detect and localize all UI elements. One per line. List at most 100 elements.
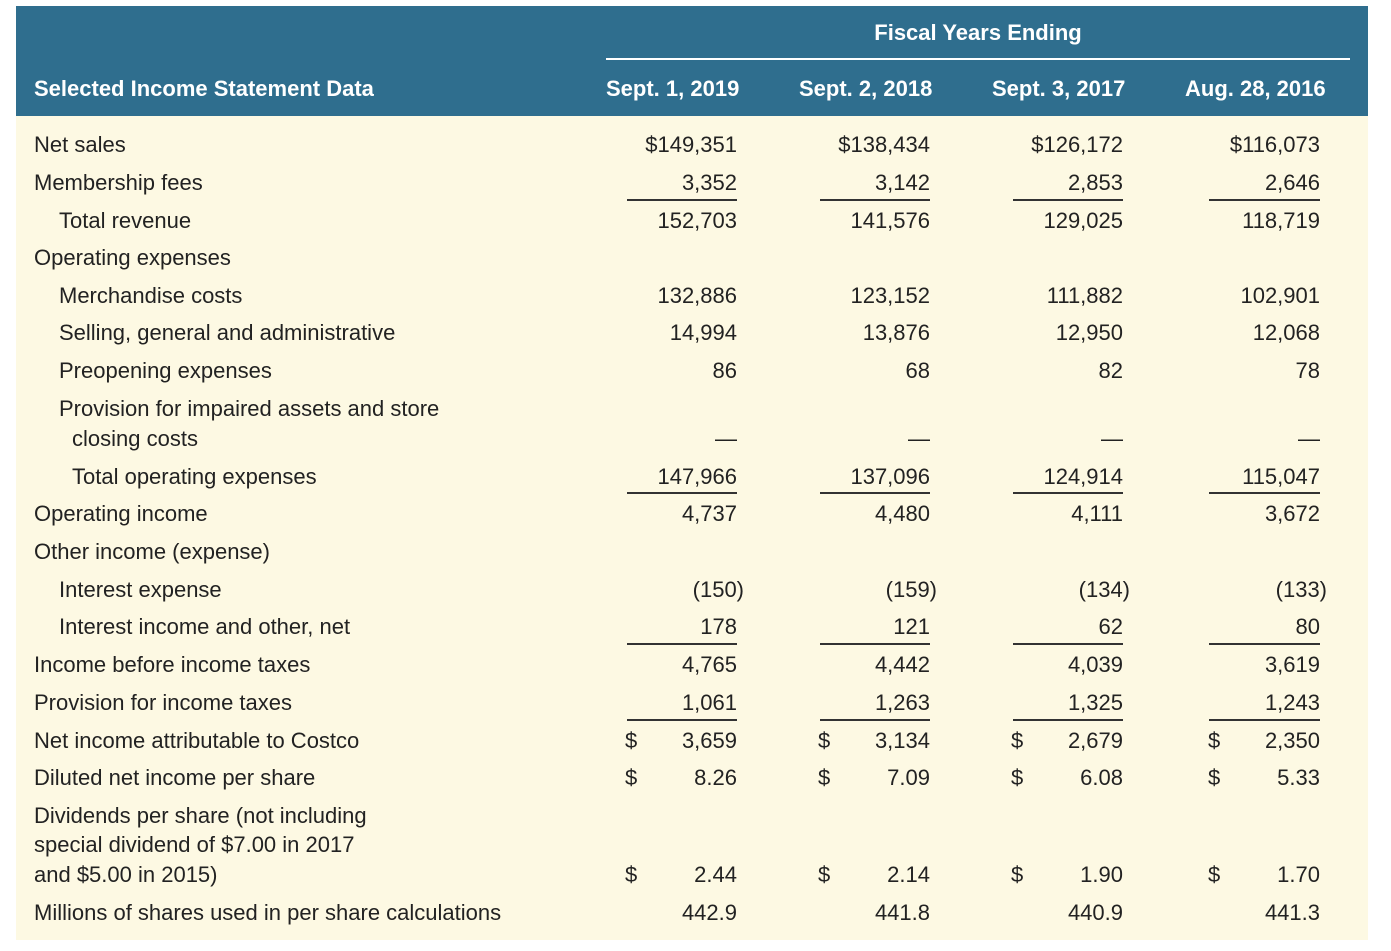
- underline: [627, 492, 737, 494]
- row-label: Other income (expense): [34, 539, 270, 564]
- row-label: Interest income and other, net: [59, 614, 351, 639]
- cell-2016: 115,047: [1242, 464, 1320, 489]
- cell-2017: —: [1101, 426, 1123, 451]
- row-label: Diluted net income per share: [34, 765, 316, 790]
- underline: [627, 643, 737, 645]
- cell-2018: 4,480: [874, 501, 930, 526]
- row-label: Millions of shares used in per share cal…: [34, 900, 502, 925]
- cell-2018: 2.14: [887, 862, 930, 887]
- cell-2018: $138,434: [838, 132, 930, 157]
- cell-2019: 132,886: [657, 283, 737, 308]
- row-label: Membership fees: [34, 170, 203, 195]
- column-header-2016: Aug. 28, 2016: [1185, 76, 1326, 101]
- cell-2016: 80: [1295, 614, 1320, 639]
- fiscal-years-title: Fiscal Years Ending: [874, 20, 1082, 45]
- underline: [1209, 643, 1320, 645]
- underline: [627, 199, 737, 201]
- underline: [820, 492, 930, 494]
- table-body-background: [16, 6, 1368, 940]
- column-header-2017: Sept. 3, 2017: [992, 76, 1126, 101]
- row-label: Total operating expenses: [72, 464, 317, 489]
- row-label: Provision for income taxes: [34, 690, 292, 715]
- cell-2019: 3,659: [681, 728, 737, 753]
- cell-2018: —: [908, 426, 930, 451]
- dollar-sign: $: [818, 765, 831, 790]
- row-label: Merchandise costs: [59, 283, 243, 308]
- row-label: Interest expense: [59, 577, 222, 602]
- underline: [820, 719, 930, 721]
- cell-2019: (150): [692, 577, 744, 602]
- underline: [1013, 199, 1123, 201]
- cell-2018: 441.8: [874, 900, 930, 925]
- cell-2017: 4,111: [1071, 501, 1123, 526]
- cell-2018: 3,134: [874, 728, 930, 753]
- cell-2016: (133): [1275, 577, 1327, 602]
- cell-2017: 1,325: [1067, 690, 1123, 715]
- cell-2018: 3,142: [874, 170, 930, 195]
- cell-2018: 123,152: [850, 283, 930, 308]
- cell-2016: 5.33: [1277, 765, 1320, 790]
- cell-2019: 4,765: [681, 652, 737, 677]
- cell-2019: 442.9: [681, 900, 737, 925]
- cell-2019: 152,703: [657, 208, 737, 233]
- column-header-2018: Sept. 2, 2018: [799, 76, 933, 101]
- cell-2016: 118,719: [1242, 208, 1320, 233]
- cell-2019: —: [715, 426, 737, 451]
- cell-2018: 7.09: [887, 765, 930, 790]
- underline: [820, 199, 930, 201]
- row-label: Net sales: [34, 132, 126, 157]
- dollar-sign: $: [1208, 862, 1221, 887]
- cell-2019: 14,994: [669, 320, 737, 345]
- cell-2017: 12,950: [1055, 320, 1123, 345]
- row-label: Operating income: [34, 501, 208, 526]
- cell-2016: 1.70: [1277, 862, 1320, 887]
- dollar-sign: $: [1208, 765, 1221, 790]
- underline: [820, 643, 930, 645]
- cell-2019: 2.44: [694, 862, 737, 887]
- dollar-sign: $: [1011, 862, 1024, 887]
- cell-2016: 441.3: [1264, 900, 1320, 925]
- dollar-sign: $: [625, 728, 638, 753]
- underline: [1209, 492, 1320, 494]
- cell-2016: 1,243: [1264, 690, 1320, 715]
- row-label: Selling, general and administrative: [59, 320, 396, 345]
- cell-2017: 111,882: [1046, 283, 1123, 308]
- dollar-sign: $: [625, 862, 638, 887]
- row-label: Total revenue: [59, 208, 192, 233]
- cell-2018: 13,876: [862, 320, 930, 345]
- cell-2019: 1,061: [681, 690, 737, 715]
- cell-2018: 137,096: [850, 464, 930, 489]
- cell-2017: (134): [1078, 577, 1130, 602]
- cell-2016: 2,646: [1264, 170, 1320, 195]
- cell-2019: 86: [712, 358, 737, 383]
- cell-2018: 4,442: [874, 652, 930, 677]
- fiscal-years-rule: [606, 58, 1350, 60]
- row-label: Net income attributable to Costco: [34, 728, 360, 753]
- row-label-continued: special dividend of $7.00 in 2017: [34, 832, 355, 857]
- row-label-continued: and $5.00 in 2015): [34, 862, 218, 887]
- cell-2017: $126,172: [1031, 132, 1123, 157]
- label-column-header: Selected Income Statement Data: [34, 76, 374, 101]
- dollar-sign: $: [818, 862, 831, 887]
- cell-2018: 68: [905, 358, 930, 383]
- cell-2016: 2,350: [1264, 728, 1320, 753]
- cell-2017: 1.90: [1080, 862, 1123, 887]
- row-label: Provision for impaired assets and store: [59, 396, 440, 421]
- underline: [627, 719, 737, 721]
- cell-2019: 3,352: [681, 170, 737, 195]
- cell-2017: 2,853: [1067, 170, 1123, 195]
- cell-2019: 178: [700, 614, 737, 639]
- dollar-sign: $: [1011, 728, 1024, 753]
- underline: [1013, 643, 1123, 645]
- underline: [1209, 199, 1320, 201]
- cell-2019: 4,737: [681, 501, 737, 526]
- underline: [1209, 719, 1320, 721]
- cell-2017: 2,679: [1067, 728, 1123, 753]
- dollar-sign: $: [625, 765, 638, 790]
- cell-2018: 121: [893, 614, 930, 639]
- cell-2018: 141,576: [850, 208, 930, 233]
- cell-2017: 129,025: [1043, 208, 1123, 233]
- cell-2017: 124,914: [1043, 464, 1123, 489]
- cell-2019: $149,351: [645, 132, 737, 157]
- cell-2017: 82: [1098, 358, 1123, 383]
